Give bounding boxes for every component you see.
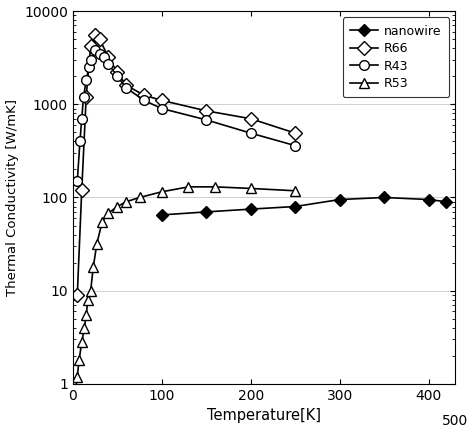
R53	[137, 195, 142, 200]
R53	[88, 288, 93, 293]
R66	[106, 55, 111, 60]
R66	[79, 187, 84, 193]
nanowire	[381, 195, 387, 200]
R53	[91, 264, 96, 270]
Y-axis label: Thermal Conductivity [W/mK]: Thermal Conductivity [W/mK]	[6, 99, 18, 296]
R43	[77, 139, 83, 144]
R66	[115, 70, 120, 75]
R53	[82, 325, 87, 330]
R43	[141, 98, 147, 103]
nanowire	[203, 209, 209, 214]
R53	[248, 186, 254, 191]
R43	[248, 131, 254, 136]
R53	[76, 358, 82, 363]
R53	[79, 340, 84, 345]
R43	[106, 62, 111, 67]
nanowire	[444, 199, 449, 204]
R66	[97, 36, 102, 42]
R43	[292, 143, 298, 148]
R53	[292, 188, 298, 194]
R53	[212, 184, 218, 190]
R53	[83, 312, 89, 318]
nanowire	[426, 197, 431, 202]
R66	[248, 116, 254, 122]
R53	[85, 297, 91, 302]
R66	[203, 108, 209, 113]
R43	[97, 51, 102, 56]
R43	[81, 94, 86, 99]
R43	[123, 85, 129, 90]
R43	[79, 116, 84, 122]
Legend: nanowire, R66, R43, R53: nanowire, R66, R43, R53	[343, 17, 449, 97]
nanowire	[159, 212, 164, 217]
X-axis label: Temperature[K]: Temperature[K]	[207, 408, 321, 423]
R53	[186, 184, 191, 190]
R66	[159, 98, 164, 103]
Text: 500: 500	[442, 414, 468, 428]
R43	[88, 57, 93, 62]
R53	[159, 189, 164, 194]
R43	[83, 78, 89, 83]
R43	[115, 74, 120, 79]
R53	[115, 204, 120, 209]
R66	[83, 94, 89, 99]
Line: R53: R53	[71, 182, 300, 395]
R43	[92, 48, 98, 53]
R53	[100, 219, 105, 224]
Line: R43: R43	[73, 46, 300, 186]
R66	[92, 33, 98, 38]
R53	[106, 210, 111, 216]
R66	[292, 131, 298, 136]
R53	[73, 388, 78, 393]
R66	[74, 293, 80, 298]
Line: R66: R66	[73, 30, 300, 300]
R43	[159, 106, 164, 111]
R53	[123, 199, 129, 204]
R43	[203, 117, 209, 122]
R53	[94, 241, 100, 246]
R66	[141, 92, 147, 98]
R43	[86, 65, 91, 70]
R53	[74, 374, 80, 379]
Line: nanowire: nanowire	[158, 193, 451, 219]
nanowire	[248, 207, 254, 212]
R43	[74, 178, 80, 184]
R66	[88, 43, 93, 49]
R66	[123, 82, 129, 88]
nanowire	[337, 197, 343, 202]
nanowire	[292, 204, 298, 209]
R43	[101, 55, 107, 60]
